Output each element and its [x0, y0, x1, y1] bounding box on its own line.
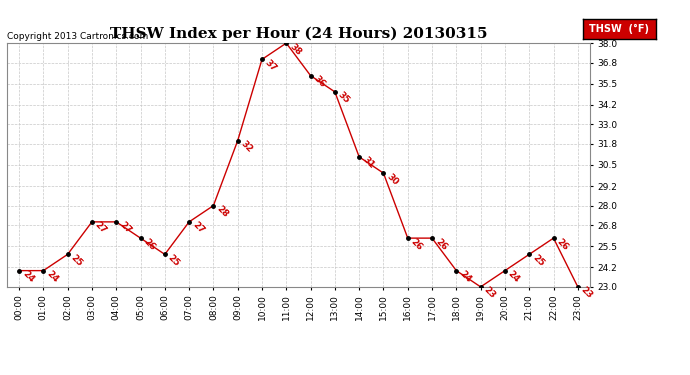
Text: 27: 27: [190, 220, 206, 236]
Text: 25: 25: [166, 253, 181, 268]
Text: Copyright 2013 Cartronics.com: Copyright 2013 Cartronics.com: [7, 32, 148, 41]
Text: 32: 32: [239, 139, 255, 154]
Text: 31: 31: [361, 156, 376, 171]
Text: 24: 24: [506, 269, 522, 285]
Title: THSW Index per Hour (24 Hours) 20130315: THSW Index per Hour (24 Hours) 20130315: [110, 26, 487, 40]
Text: 26: 26: [142, 237, 157, 252]
Text: 24: 24: [45, 269, 60, 285]
Text: THSW  (°F): THSW (°F): [589, 24, 649, 34]
Text: 30: 30: [385, 172, 400, 187]
Text: 36: 36: [312, 74, 327, 90]
Text: 23: 23: [579, 285, 594, 301]
Text: 27: 27: [117, 220, 133, 236]
Text: 28: 28: [215, 204, 230, 219]
Text: 24: 24: [457, 269, 473, 285]
Text: 27: 27: [93, 220, 108, 236]
Text: 38: 38: [288, 42, 303, 57]
Text: 35: 35: [336, 90, 351, 106]
Text: 25: 25: [531, 253, 546, 268]
Text: 26: 26: [409, 237, 424, 252]
Text: 23: 23: [482, 285, 497, 301]
Text: 37: 37: [264, 58, 279, 73]
Text: 25: 25: [69, 253, 84, 268]
Text: 26: 26: [433, 237, 448, 252]
Text: 26: 26: [555, 237, 570, 252]
Text: 24: 24: [21, 269, 36, 285]
